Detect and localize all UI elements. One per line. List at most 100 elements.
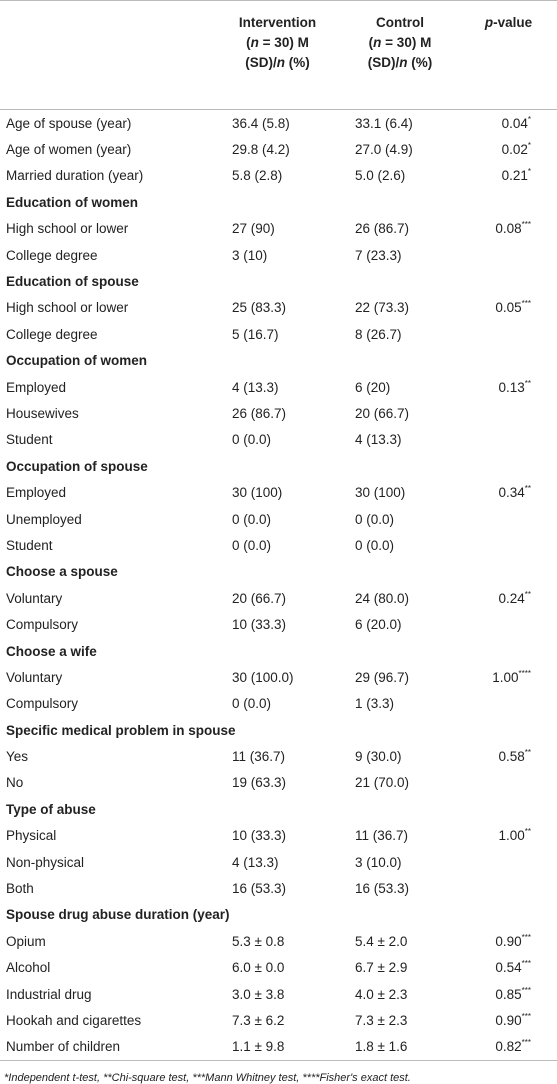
data-row: Industrial drug 3.0 ± 3.8 4.0 ± 2.3 0.85*** (0, 981, 557, 1007)
p-value-cell: 0.90*** (460, 1007, 557, 1033)
intervention-cell: 0 (0.0) (232, 432, 272, 448)
intervention-cell: 5.3 ± 0.8 (232, 933, 285, 949)
p-value-cell: 0.54*** (460, 955, 557, 981)
p-value: 0.54 (495, 960, 522, 976)
header-text: (%) (407, 55, 433, 70)
header-text: -value (493, 15, 533, 30)
intervention-cell: 26 (86.7) (232, 405, 287, 421)
p-value-note: *** (521, 220, 531, 230)
control-cell: 24 (80.0) (355, 590, 410, 606)
header-row: Intervention (n = 30) M (SD)/n (%) Control(… (0, 0, 557, 110)
intervention-cell: 0 (0.0) (232, 511, 272, 527)
intervention-cell: 27 (90) (232, 221, 275, 237)
intervention-cell: 30 (100) (232, 485, 283, 501)
control-cell: 7 (23.3) (355, 247, 402, 263)
row-label: Compulsory (6, 696, 79, 712)
row-label: Hookah and cigarettes (6, 1012, 142, 1028)
intervention-cell: 20 (66.7) (232, 590, 287, 606)
intervention-cell: 3 (10) (232, 247, 268, 263)
data-row: Both 16 (53.3) 16 (53.3) (0, 875, 557, 901)
row-label: Industrial drug (6, 986, 92, 1002)
intervention-cell: 7.3 ± 6.2 (232, 1012, 285, 1028)
row-label: Age of spouse (year) (6, 115, 132, 131)
header-text: n (373, 35, 382, 50)
section-heading: Type of abuse (6, 801, 96, 817)
control-cell: 30 (100) (355, 485, 406, 501)
section-heading: Choose a spouse (6, 564, 118, 580)
control-cell: 7.3 ± 2.3 (355, 1012, 408, 1028)
p-value-cell (460, 849, 557, 875)
header-line: (n = 30) M (216, 33, 339, 53)
data-row: Student 0 (0.0) 4 (13.3) (0, 427, 557, 453)
intervention-cell: 5.8 (2.8) (232, 168, 283, 184)
table-body: Age of spouse (year) 36.4 (5.8) 33.1 (6.4)… (0, 110, 557, 1061)
p-value-note: *** (521, 932, 531, 942)
control-cell: 1 (3.3) (355, 696, 395, 712)
p-value-cell (460, 691, 557, 717)
row-label: Employed (6, 485, 67, 501)
intervention-cell: 10 (33.3) (232, 617, 287, 633)
row-label: Married duration (year) (6, 168, 144, 184)
p-value: 0.02 (501, 142, 528, 158)
data-row: Physical 10 (33.3) 11 (36.7) 1.00** (0, 823, 557, 849)
p-value-cell (460, 242, 557, 268)
section-heading: Spouse drug abuse duration (year) (6, 907, 230, 923)
p-value-note: *** (521, 959, 531, 969)
section-heading: Specific medical problem in spouse (6, 722, 236, 738)
intervention-cell: 0 (0.0) (232, 537, 272, 553)
p-value-cell: 0.05*** (460, 295, 557, 321)
header-text: Control (376, 15, 424, 30)
data-row: Alcohol 6.0 ± 0.0 6.7 ± 2.9 0.54*** (0, 955, 557, 981)
data-row: No 19 (63.3) 21 (70.0) (0, 770, 557, 796)
control-cell: 5.0 (2.6) (355, 168, 406, 184)
intervention-cell: 3.0 ± 3.8 (232, 986, 285, 1002)
data-table: Intervention (n = 30) M (SD)/n (%) Control(… (0, 0, 557, 1061)
intervention-cell: 29.8 (4.2) (232, 142, 290, 158)
intervention-cell: 19 (63.3) (232, 775, 287, 791)
control-cell: 26 (86.7) (355, 221, 410, 237)
p-value-cell (460, 532, 557, 558)
control-cell: 11 (36.7) (355, 828, 409, 844)
p-value-note: ** (524, 827, 531, 837)
control-cell: 5.4 ± 2.0 (355, 933, 408, 949)
intervention-cell: 4 (13.3) (232, 854, 279, 870)
control-cell: 8 (26.7) (355, 326, 402, 342)
header-text: = 30) M (258, 35, 309, 50)
control-cell: 6 (20.0) (355, 617, 402, 633)
header-text: n (276, 55, 285, 70)
header-text: n (399, 55, 408, 70)
row-label: Voluntary (6, 669, 63, 685)
control-cell: 3 (10.0) (355, 854, 402, 870)
control-cell: 1.8 ± 1.6 (355, 1039, 408, 1055)
data-row: Unemployed 0 (0.0) 0 (0.0) (0, 506, 557, 532)
section-row: Type of abuse (0, 796, 557, 822)
row-label: Physical (6, 828, 57, 844)
data-row: Hookah and cigarettes 7.3 ± 6.2 7.3 ± 2.3 0… (0, 1007, 557, 1033)
p-value: 0.90 (495, 933, 522, 949)
control-cell: 6.7 ± 2.9 (355, 960, 408, 976)
header-line: (SD)/n (%) (341, 53, 459, 73)
footnote: *Independent t-test, **Chi-square test, … (0, 1060, 557, 1084)
intervention-cell: 30 (100.0) (232, 669, 294, 685)
p-value-cell: 0.04* (460, 110, 557, 137)
row-label: No (6, 775, 24, 791)
p-value: 0.13 (498, 379, 525, 395)
data-row: Number of children 1.1 ± 9.8 1.8 ± 1.6 0.82… (0, 1034, 557, 1060)
row-label: Compulsory (6, 617, 79, 633)
intervention-cell: 6.0 ± 0.0 (232, 960, 285, 976)
p-value-note: ** (524, 378, 531, 388)
intervention-cell: 4 (13.3) (232, 379, 279, 395)
control-cell: 6 (20) (355, 379, 391, 395)
header-text: p (484, 15, 494, 30)
p-value-note: * (527, 114, 531, 124)
data-row: Compulsory 10 (33.3) 6 (20.0) (0, 611, 557, 637)
section-heading: Education of women (6, 194, 139, 210)
section-row: Choose a wife (0, 638, 557, 664)
p-value-note: ** (524, 589, 531, 599)
intervention-cell: 36.4 (5.8) (232, 115, 290, 131)
header-cell: Control (n = 30) M (SD)/n (%) (340, 0, 460, 110)
p-value-note: **** (518, 668, 531, 678)
control-cell: 0 (0.0) (355, 511, 395, 527)
control-cell: 4.0 ± 2.3 (355, 986, 408, 1002)
